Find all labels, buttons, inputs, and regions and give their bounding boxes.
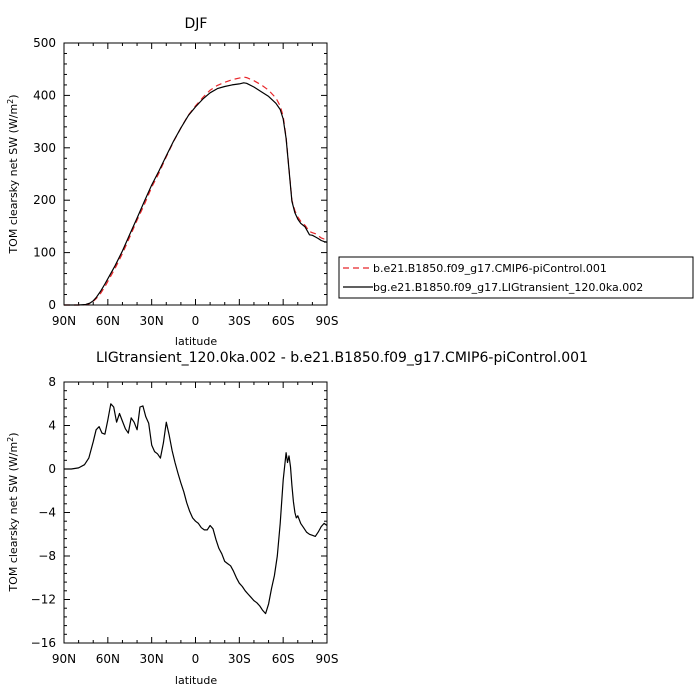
chart1-axis-ticks: 0 100 200 300 400 500 90N 60N 30N 0 30S 60S 90S [33, 36, 338, 328]
chart2-ytick-label: −16 [31, 636, 56, 650]
chart2-xtick-label: 90S [316, 652, 339, 666]
chart1-series-line-2 [64, 82, 328, 306]
chart2-xtick-label: 30N [140, 652, 164, 666]
chart1-ytick-label: 300 [33, 141, 56, 155]
legend-label-series-2: bg.e21.B1850.f09_g17.LIGtransient_120.0k… [373, 281, 643, 294]
chart2-ylabel-end: ) [7, 432, 20, 436]
legend-label-series-1: b.e21.B1850.f09_g17.CMIP6-piControl.001 [373, 262, 607, 275]
chart2-ytick-label: −8 [38, 549, 56, 563]
legend-box [338, 256, 694, 299]
chart1-ylabel: TOM clearsky net SW (W/m2) [6, 94, 20, 254]
chart2-xlabel: latitude [175, 674, 217, 687]
chart2-xtick-label: 90N [52, 652, 76, 666]
chart1-xtick-label: 30N [140, 314, 164, 328]
chart2-ylabel-sup: 2 [6, 437, 15, 442]
chart2-ylabel: TOM clearsky net SW (W/m2) [6, 432, 20, 592]
chart1-legend: b.e21.B1850.f09_g17.CMIP6-piControl.001 … [338, 256, 694, 299]
chart2-xtick-label: 60S [272, 652, 295, 666]
chart1-xtick-label: 0 [192, 314, 200, 328]
chart1-xtick-label: 90S [316, 314, 339, 328]
chart1-xtick-label: 90N [52, 314, 76, 328]
chart2-xtick-label: 0 [192, 652, 200, 666]
chart1-ytick-label: 100 [33, 246, 56, 260]
chart2-series-line-1 [64, 403, 328, 615]
chart1-xtick-label: 60S [272, 314, 295, 328]
chart1-ytick-label: 0 [48, 298, 56, 312]
chart2-ylabel-main: TOM clearsky net SW (W/m [7, 442, 20, 593]
chart2-plot-frame [63, 381, 328, 644]
chart1-series-group [64, 76, 328, 306]
chart2-axis-ticks: −16 −12 −8 −4 0 4 8 90N 60N 30N 0 30S 60S 90S [31, 375, 339, 666]
chart2-xtick-label: 30S [228, 652, 251, 666]
chart1-ylabel-end: ) [7, 94, 20, 98]
chart2-title: LIGtransient_120.0ka.002 - b.e21.B1850.f… [96, 350, 588, 366]
chart1-ytick-label: 400 [33, 88, 56, 102]
chart1-ytick-label: 500 [33, 36, 56, 50]
chart1-title: DJF [185, 16, 208, 32]
chart2-ytick-label: 0 [48, 462, 56, 476]
chart1-xlabel: latitude [175, 335, 217, 348]
chart2-ytick-label: −4 [38, 506, 56, 520]
chart1-plot-frame [63, 42, 328, 306]
chart1-ylabel-sup: 2 [6, 99, 15, 104]
chart2-series-group [64, 403, 328, 615]
chart1-ylabel-main: TOM clearsky net SW (W/m [7, 104, 20, 255]
chart1-ytick-label: 200 [33, 193, 56, 207]
chart2-ytick-label: 4 [48, 419, 56, 433]
chart1-series-line-1 [64, 76, 328, 306]
chart2-ytick-label: −12 [31, 593, 56, 607]
chart1-xtick-label: 30S [228, 314, 251, 328]
chart2-xtick-label: 60N [96, 652, 120, 666]
chart1-xtick-label: 60N [96, 314, 120, 328]
chart2-ytick-label: 8 [48, 375, 56, 389]
